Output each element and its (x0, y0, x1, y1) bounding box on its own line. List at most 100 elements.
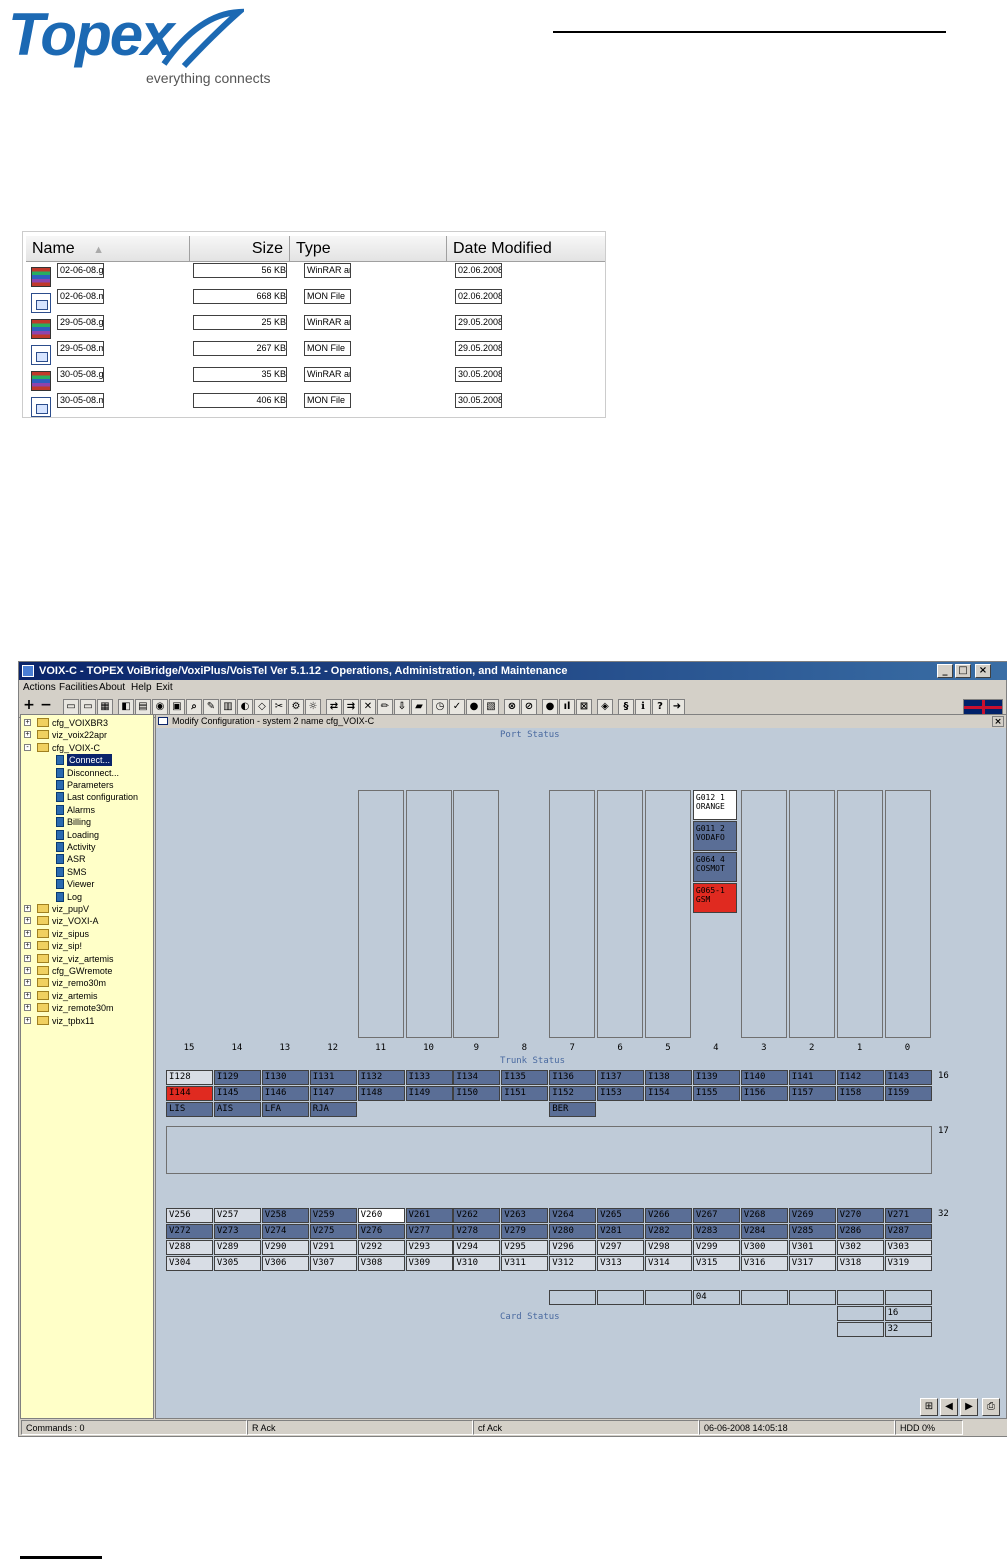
port-slot[interactable]: G064 4 COSMOT (692, 852, 737, 882)
expand-icon[interactable]: + (24, 1004, 31, 1012)
tree-item-parameters[interactable]: Parameters (21, 779, 153, 791)
expand-icon[interactable]: + (24, 979, 31, 987)
trunk-cell[interactable]: V317 (788, 1256, 836, 1271)
card-slot[interactable] (836, 1306, 884, 1321)
tree-item-last-configuration[interactable]: Last configuration (21, 791, 153, 803)
light-icon[interactable]: ☼ (305, 699, 321, 715)
tree-item-asr[interactable]: ASR (21, 853, 153, 865)
expand-icon[interactable]: + (24, 929, 31, 937)
trunk-cell[interactable]: V314 (645, 1256, 692, 1271)
trunk-cell[interactable]: I151 (501, 1086, 549, 1101)
trunk-cell[interactable]: V275 (309, 1224, 357, 1239)
trunk-cell[interactable]: I157 (788, 1086, 836, 1101)
expand-icon[interactable]: + (24, 905, 31, 912)
trunk-cell[interactable]: V267 (692, 1208, 740, 1223)
edit-icon[interactable]: ✎ (203, 699, 219, 715)
trunk-cell[interactable]: V304 (166, 1256, 213, 1271)
trunk-cell[interactable]: V295 (501, 1240, 549, 1255)
trunk-cell[interactable]: V307 (309, 1256, 357, 1271)
prev-icon[interactable]: ◀ (940, 1398, 958, 1416)
trunk-cell[interactable]: V276 (357, 1224, 405, 1239)
trunk-cell[interactable]: V309 (405, 1256, 453, 1271)
trunk-cell[interactable]: V313 (597, 1256, 645, 1271)
pencil-icon[interactable]: ✏ (377, 699, 393, 715)
trunk-cell[interactable]: I129 (213, 1070, 261, 1085)
trunk-cell[interactable]: V298 (645, 1240, 692, 1255)
trunk-cell[interactable]: V319 (884, 1256, 932, 1271)
trunk-cell[interactable]: V264 (549, 1208, 597, 1223)
card-slot[interactable] (836, 1290, 884, 1305)
trunk-cell[interactable]: V259 (309, 1208, 357, 1223)
gear-icon[interactable]: ⚙ (288, 699, 304, 715)
tree-folder[interactable]: + viz_pupV (21, 903, 153, 915)
tree-item-viewer[interactable]: Viewer (21, 878, 153, 890)
trunk-cell[interactable]: V270 (836, 1208, 884, 1223)
trunk-cell[interactable]: V279 (501, 1224, 549, 1239)
trunk-cell[interactable]: V282 (645, 1224, 692, 1239)
trunk-cell[interactable]: I128 (166, 1070, 213, 1085)
port-column[interactable] (836, 790, 883, 1038)
trunk-cell[interactable]: V269 (788, 1208, 836, 1223)
port-column[interactable] (453, 790, 500, 1038)
tree-item-loading[interactable]: Loading (21, 829, 153, 841)
trunk-cell[interactable]: V284 (740, 1224, 788, 1239)
trunk-cell[interactable]: I148 (357, 1086, 405, 1101)
trunk-cell[interactable]: BER (549, 1102, 597, 1117)
file-row[interactable]: 30-05-08.gz 35 KB WinRAR archive 30.05.2008… (23, 367, 605, 393)
next-icon[interactable]: ▶ (960, 1398, 978, 1416)
window-icon[interactable]: ◧ (118, 699, 134, 715)
trunk-cell[interactable]: V301 (788, 1240, 836, 1255)
trunk-cell[interactable]: V278 (453, 1224, 501, 1239)
link-icon[interactable]: ⇉ (343, 699, 359, 715)
card-slot[interactable] (836, 1322, 884, 1337)
uk-flag-icon[interactable] (963, 699, 1003, 715)
trunk-cell[interactable]: I156 (740, 1086, 788, 1101)
trunk-cell[interactable]: V272 (166, 1224, 213, 1239)
help-icon[interactable]: ? (652, 699, 668, 715)
expand-icon[interactable]: + (24, 942, 31, 950)
trunk-cell[interactable]: LIS (166, 1102, 213, 1117)
trunk-cell[interactable]: V274 (261, 1224, 309, 1239)
trunk-cell[interactable]: AIS (213, 1102, 261, 1117)
signal-icon[interactable]: ıl (559, 699, 575, 715)
print-icon[interactable]: ⎙ (982, 1398, 1000, 1416)
trunk-cell[interactable]: V306 (261, 1256, 309, 1271)
card-slot[interactable]: 16 (884, 1306, 932, 1321)
tree-folder[interactable]: - cfg_VOIX-C (21, 742, 153, 754)
trunk-cell[interactable]: V268 (740, 1208, 788, 1223)
tree-folder[interactable]: + viz_viz_artemis (21, 953, 153, 965)
close-button[interactable]: × (975, 664, 991, 678)
trunk-cell[interactable]: V312 (549, 1256, 597, 1271)
menu-about[interactable]: About (99, 682, 126, 693)
trunk-cell[interactable]: V262 (453, 1208, 501, 1223)
trunk-cell[interactable]: V315 (692, 1256, 740, 1271)
menu-actions[interactable]: Actions (23, 682, 56, 693)
maximize-button[interactable]: □ (955, 664, 971, 678)
trunk-cell[interactable]: I140 (740, 1070, 788, 1085)
trunk-cell[interactable]: V291 (309, 1240, 357, 1255)
tree-item-alarms[interactable]: Alarms (21, 804, 153, 816)
expand-icon[interactable]: + (24, 731, 31, 739)
trunk-cell[interactable]: V281 (597, 1224, 645, 1239)
trunk-cell[interactable]: V273 (213, 1224, 261, 1239)
port-column[interactable] (501, 790, 548, 1038)
menu-help[interactable]: Help (131, 682, 152, 693)
tree-item-connect[interactable]: Connect... (21, 754, 153, 767)
collapse-icon[interactable]: − (40, 697, 52, 713)
monitor-icon[interactable]: ▭ (80, 699, 96, 715)
card-slot[interactable] (740, 1290, 788, 1305)
card-slot[interactable]: 04 (692, 1290, 740, 1305)
trunk-cell[interactable]: V287 (884, 1224, 932, 1239)
trunk-cell[interactable]: V280 (549, 1224, 597, 1239)
modem-icon[interactable]: ◈ (597, 699, 613, 715)
globe-icon[interactable]: ◉ (152, 699, 168, 715)
layers-icon[interactable]: ▧ (483, 699, 499, 715)
expand-icon[interactable]: + (24, 719, 31, 726)
trunk-cell[interactable]: I146 (261, 1086, 309, 1101)
collapse-icon[interactable]: - (24, 743, 31, 751)
trunk-cell[interactable]: I158 (836, 1086, 884, 1101)
card-slot[interactable] (788, 1290, 836, 1305)
trunk-cell[interactable]: I152 (549, 1086, 597, 1101)
trunk-cell[interactable]: V292 (357, 1240, 405, 1255)
trunk-cell[interactable]: V297 (597, 1240, 645, 1255)
